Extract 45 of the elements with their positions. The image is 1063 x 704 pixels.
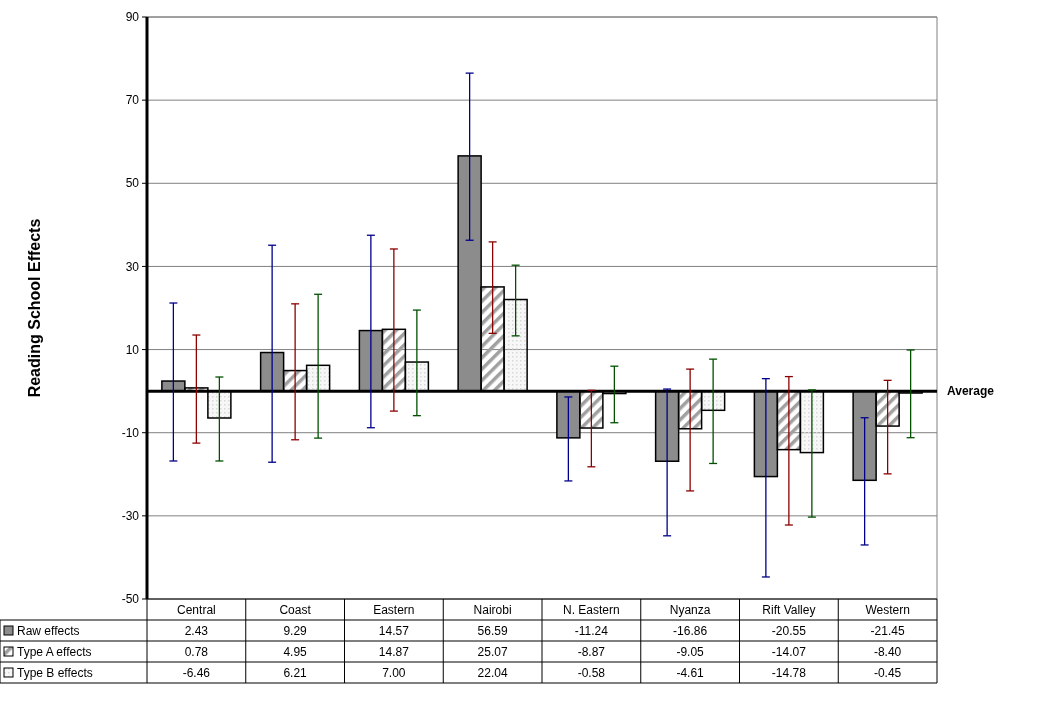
x-tick-label: N. Eastern: [563, 602, 620, 617]
data-label: 7.00: [382, 665, 406, 680]
y-tick-label: 90: [125, 10, 140, 25]
x-tick-label: Eastern: [373, 602, 415, 617]
y-tick-label: -10: [121, 425, 140, 440]
y-tick-label: 10: [125, 342, 140, 357]
x-tick-label: Nairobi: [473, 602, 512, 617]
data-label: 56.59: [477, 623, 508, 638]
y-axis-title: Reading School Effects: [26, 218, 43, 398]
data-label: -16.86: [673, 623, 708, 638]
x-tick-label: Nyanza: [669, 602, 711, 617]
data-label: 9.29: [283, 623, 308, 638]
y-tick-label: 70: [125, 93, 140, 108]
data-label: -14.07: [771, 644, 807, 659]
data-label: -11.24: [574, 623, 609, 638]
y-tick-label: 30: [125, 259, 140, 274]
legend-label: Type A effects: [17, 644, 92, 659]
y-tick-label: -50: [121, 592, 140, 607]
data-label: -9.05: [676, 644, 705, 659]
data-label: 4.95: [283, 644, 308, 659]
legend-label: Raw effects: [17, 623, 80, 638]
data-label: -8.40: [873, 644, 902, 659]
data-label: 22.04: [477, 665, 508, 680]
data-label: -0.58: [577, 665, 606, 680]
y-tick-label: -30: [121, 509, 140, 524]
data-label: 0.78: [184, 644, 209, 659]
data-label: -14.78: [771, 665, 807, 680]
data-label: -8.87: [577, 644, 606, 659]
data-label: -21.45: [870, 623, 905, 638]
x-tick-label: Rift Valley: [762, 602, 816, 617]
x-tick-label: Central: [177, 602, 216, 617]
x-tick-label: Coast: [279, 602, 312, 617]
y-tick-label: 50: [125, 176, 140, 191]
data-label: -20.55: [771, 623, 807, 638]
data-label: -4.61: [676, 665, 705, 680]
legend-label: Type B effects: [17, 665, 93, 680]
data-label: 6.21: [283, 665, 308, 680]
data-label: -0.45: [873, 665, 902, 680]
data-label: -6.46: [182, 665, 211, 680]
ref-line-label: Average: [947, 384, 995, 399]
data-label: 25.07: [477, 644, 508, 659]
data-label: 2.43: [184, 623, 209, 638]
data-label: 14.57: [378, 623, 410, 638]
x-tick-label: Western: [865, 602, 910, 617]
data-label: 14.87: [378, 644, 410, 659]
